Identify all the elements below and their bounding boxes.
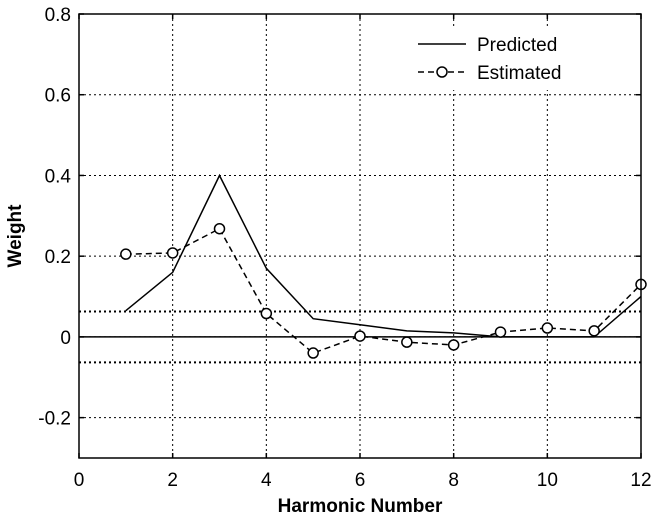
y-tick-label: -0.2 xyxy=(38,409,71,430)
x-tick-label: 10 xyxy=(537,470,558,491)
y-tick-label: 0.6 xyxy=(45,86,71,107)
data-point-estimated xyxy=(213,222,226,235)
series-layer xyxy=(120,173,647,359)
series-line-estimated xyxy=(125,227,642,354)
data-point-estimated xyxy=(588,325,600,337)
x-tick-label: 0 xyxy=(74,470,85,491)
x-tick-label: 4 xyxy=(261,470,272,491)
y-axis-label: Weight xyxy=(5,204,26,268)
y-tick-label: 0 xyxy=(60,328,71,349)
y-tick-label: 0.8 xyxy=(45,5,71,26)
data-point-estimated xyxy=(541,322,554,334)
data-point-estimated xyxy=(166,247,179,259)
x-tick-label: 8 xyxy=(448,470,459,491)
data-point-estimated xyxy=(307,347,319,359)
x-tick-label: 12 xyxy=(630,470,651,491)
x-tick-label: 6 xyxy=(355,470,366,491)
tick-labels: 0 2 4 6 8 10 12 -0.2 0 0.2 0.4 0.6 0.8 xyxy=(38,5,651,491)
x-axis-label: Harmonic Number xyxy=(278,496,443,517)
series-line-predicted xyxy=(125,173,642,338)
legend-marker-estimated xyxy=(436,66,448,78)
legend-background xyxy=(410,28,592,90)
data-point-estimated xyxy=(120,248,132,260)
data-point-estimated xyxy=(447,339,460,351)
legend-label-estimated: Estimated xyxy=(477,63,561,84)
data-point-estimated xyxy=(354,330,366,342)
y-tick-label: 0.2 xyxy=(45,247,71,268)
data-point-estimated xyxy=(401,336,413,348)
y-tick-label: 0.4 xyxy=(45,166,72,187)
legend: Predicted Estimated xyxy=(410,28,592,90)
x-tick-label: 2 xyxy=(167,470,178,491)
legend-label-predicted: Predicted xyxy=(477,35,557,56)
data-point-estimated xyxy=(260,307,273,320)
data-point-estimated xyxy=(494,326,507,338)
